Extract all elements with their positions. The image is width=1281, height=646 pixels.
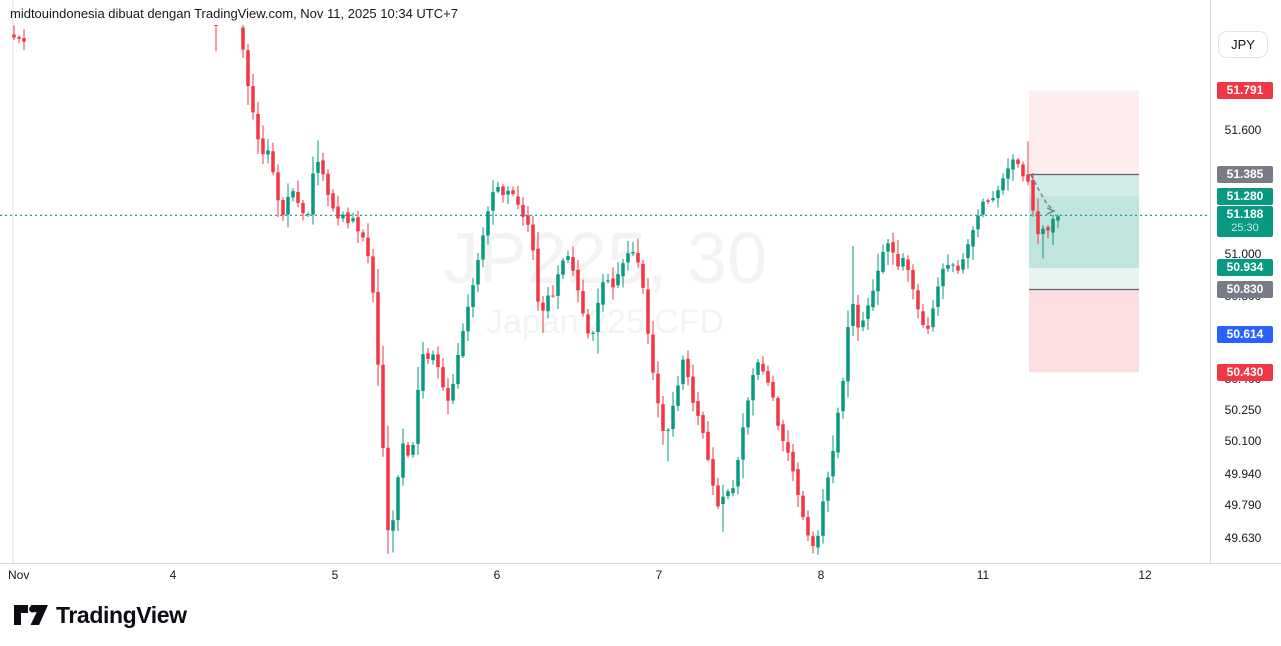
price-label-50.430: 50.430 — [1217, 363, 1273, 381]
price-label-50.614: 50.614 — [1217, 325, 1273, 343]
time-axis[interactable]: Nov 4 5 6 7 8 11 12 — [0, 563, 1281, 588]
price-tick: 49.630 — [1224, 531, 1262, 545]
price-label-51.188: 51.188 25:30 — [1217, 206, 1273, 238]
price-tick: 51.600 — [1224, 123, 1262, 137]
attribution-text: midtouindonesia dibuat dengan TradingVie… — [10, 6, 458, 21]
price-tick: 50.250 — [1224, 402, 1262, 417]
candlestick-chart-pane[interactable] — [0, 0, 1210, 563]
time-tick-8: 8 — [817, 568, 825, 582]
time-tick-5: 5 — [331, 568, 339, 582]
time-tick-12: 12 — [1138, 568, 1152, 582]
tradingview-logo-text: TradingView — [56, 601, 187, 628]
price-label-51.791: 51.791 — [1217, 81, 1273, 99]
tradingview-logo[interactable]: TradingView — [13, 601, 187, 629]
time-tick-6: 6 — [493, 568, 501, 582]
price-tick: 49.940 — [1224, 466, 1262, 481]
price-label-50.830: 50.830 — [1217, 280, 1273, 298]
price-axis[interactable]: 51.60051.00050.80050.40050.25050.10049.9… — [1210, 0, 1281, 563]
time-tick-4: 4 — [169, 568, 177, 582]
bottom-bar: TradingView — [0, 587, 1281, 646]
currency-toggle-button[interactable]: JPY — [1218, 31, 1268, 58]
time-tick-Nov: Nov — [8, 568, 30, 582]
price-tick: 51.000 — [1224, 247, 1262, 262]
time-tick-7: 7 — [655, 568, 663, 582]
price-tick: 49.790 — [1224, 497, 1262, 512]
price-tick: 50.100 — [1224, 433, 1262, 448]
time-tick-11: 11 — [976, 568, 990, 582]
price-label-51.280: 51.280 — [1217, 187, 1273, 205]
tradingview-logo-icon — [14, 605, 48, 625]
bar-countdown: 25:30 — [1231, 222, 1259, 235]
price-label-51.385: 51.385 — [1217, 166, 1273, 184]
price-label-50.934: 50.934 — [1217, 259, 1273, 277]
